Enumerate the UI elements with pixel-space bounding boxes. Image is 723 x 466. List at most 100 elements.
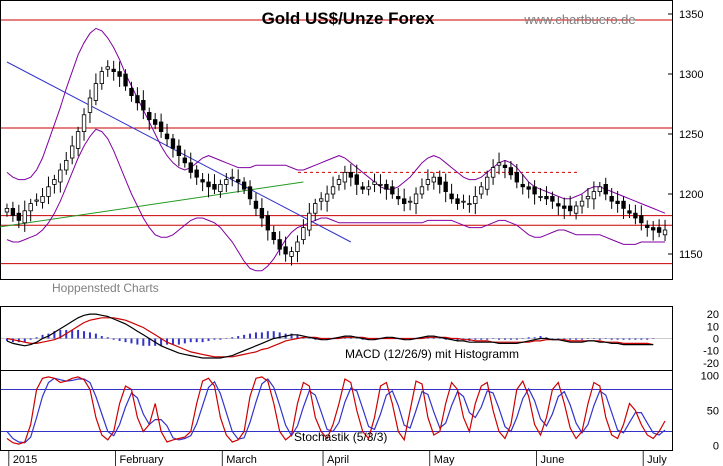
candle-body: [87, 97, 93, 113]
candle-body: [651, 227, 656, 231]
macd-histogram-bar: [207, 338, 210, 341]
candle-body: [396, 195, 401, 200]
macd-histogram-bar: [11, 338, 14, 343]
macd-histogram-bar: [106, 337, 109, 339]
macd-histogram-bar: [509, 338, 512, 340]
candle-body: [194, 169, 199, 178]
macd-title: MACD (12/26/9) mit Histogramm: [345, 347, 519, 361]
candle-body: [105, 66, 110, 70]
candle-body: [473, 195, 478, 204]
price-tick-label: 1200: [679, 189, 703, 201]
candle-body: [224, 179, 229, 185]
candle-body: [22, 210, 27, 224]
macd-histogram-bar: [308, 338, 311, 339]
macd-histogram-bar: [254, 332, 257, 339]
month-label: April: [327, 454, 349, 466]
candle-body: [188, 162, 193, 173]
macd-histogram-bar: [243, 334, 246, 339]
macd-histogram-bar: [545, 337, 548, 339]
macd-tick-label: 10: [707, 321, 719, 333]
candle-body: [514, 171, 519, 183]
candle-body: [230, 176, 235, 179]
stoch-tick-label: 0: [713, 441, 719, 453]
macd-histogram-bar: [634, 338, 637, 340]
price-tick-label: 1250: [679, 129, 703, 141]
macd-histogram-bar: [610, 338, 613, 340]
macd-tick-label: 0: [713, 334, 719, 346]
candle-body: [40, 195, 45, 203]
macd-histogram-bar: [622, 338, 625, 340]
macd-histogram-bar: [83, 331, 86, 339]
macd-histogram-bar: [94, 333, 97, 339]
candle-body: [241, 181, 247, 190]
candle-body: [129, 88, 134, 97]
macd-histogram-bar: [100, 336, 103, 339]
macd-histogram-bar: [124, 338, 127, 343]
candle-body: [99, 71, 104, 84]
candle-body: [265, 215, 270, 231]
candle-body: [164, 133, 170, 140]
candle-body: [490, 167, 496, 178]
candle-body: [348, 171, 353, 178]
candle-body: [532, 186, 537, 195]
macd-histogram-bar: [492, 338, 495, 339]
stoch-tick-label: 100: [701, 371, 719, 383]
macd-histogram-bar: [237, 336, 240, 339]
macd-histogram-bar: [444, 338, 447, 340]
candle-body: [467, 203, 472, 206]
macd-histogram-bar: [88, 332, 91, 339]
candle-body: [111, 68, 116, 72]
macd-histogram-bar: [142, 338, 145, 346]
macd-histogram-bar: [260, 332, 263, 339]
candle-body: [147, 112, 152, 121]
candle-body: [461, 200, 466, 203]
macd-tick-label: -20: [703, 358, 719, 370]
macd-histogram-bar: [130, 338, 133, 344]
macd-tick-label: 20: [707, 309, 719, 321]
macd-histogram-bar: [498, 338, 501, 340]
candle-body: [158, 121, 164, 132]
candle-body: [508, 167, 514, 176]
macd-histogram-bar: [581, 338, 584, 340]
macd-line: [6, 313, 654, 359]
bollinger-lower-line: [6, 128, 665, 272]
macd-histogram-bar: [249, 333, 252, 339]
candle-body: [58, 169, 63, 183]
price-panel-frame: [0, 0, 673, 280]
candle-body: [621, 200, 626, 209]
candle-body: [206, 181, 211, 188]
macd-histogram-bar: [53, 331, 56, 339]
candle-body: [34, 199, 39, 202]
macd-histogram-bar: [361, 338, 364, 340]
macd-histogram-bar: [575, 338, 578, 340]
candle-body: [407, 200, 413, 203]
macd-histogram-bar: [231, 337, 234, 339]
candle-body: [52, 179, 57, 185]
candle-body: [496, 162, 502, 166]
candle-body: [176, 145, 182, 157]
candle-body: [10, 207, 16, 216]
candle-body: [573, 205, 579, 214]
candle-body: [259, 207, 265, 219]
candle-body: [117, 71, 122, 77]
candle-body: [556, 203, 561, 207]
stoch-title: Stochastik (5/3/3): [294, 430, 387, 444]
macd-histogram-bar: [266, 331, 269, 339]
macd-histogram-bar: [171, 338, 174, 345]
macd-histogram-bar: [35, 337, 38, 339]
candle-body: [372, 181, 377, 185]
candle-body: [544, 195, 549, 200]
month-label: 2015: [13, 454, 37, 466]
month-label: March: [226, 454, 257, 466]
candle-body: [247, 186, 253, 200]
macd-histogram-bar: [296, 334, 299, 339]
macd-histogram-bar: [539, 336, 542, 339]
macd-tick-label: -10: [703, 346, 719, 358]
macd-histogram-bar: [148, 338, 151, 346]
macd-histogram-bar: [557, 338, 560, 339]
candle-body: [609, 195, 614, 202]
candle-body: [200, 179, 205, 183]
macd-histogram-bar: [225, 338, 228, 339]
candle-body: [538, 195, 543, 198]
